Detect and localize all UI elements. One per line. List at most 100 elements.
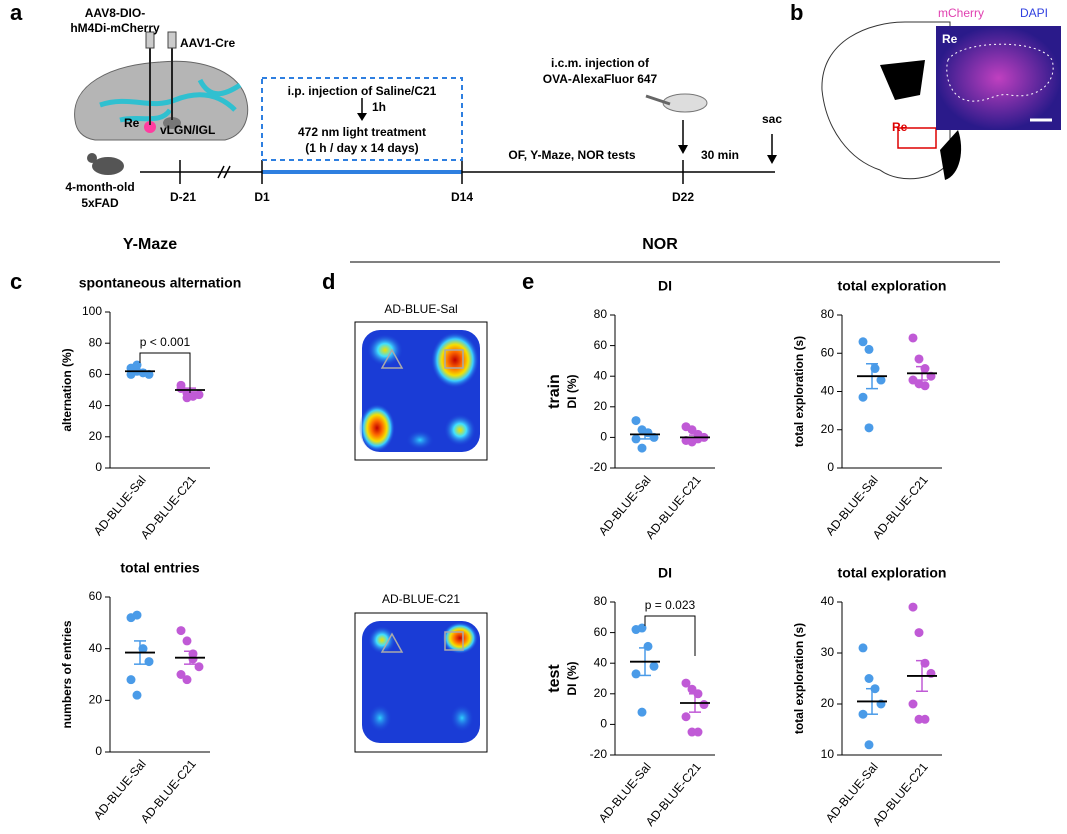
y-tick-label: 20 <box>594 686 608 700</box>
mouse <box>92 157 124 175</box>
y-tick-label: 80 <box>594 594 608 608</box>
schematic: AAV8-DIO- hM4Di-mCherry AAV1-Cre Re vLGN… <box>65 6 782 210</box>
data-point <box>132 610 142 620</box>
y-tick-label: 60 <box>821 345 835 359</box>
y-tick-label: -20 <box>590 460 608 474</box>
inset-label: Re <box>942 32 958 46</box>
label: AAV1-Cre <box>180 36 235 50</box>
y-axis-label: total exploration (s) <box>792 623 806 734</box>
label: 472 nm light treatment <box>298 125 426 139</box>
chart-title: spontaneous alternation <box>79 275 242 291</box>
significance-bracket <box>139 352 191 394</box>
data-point <box>858 392 868 402</box>
data-point <box>681 712 691 722</box>
y-tick-label: 0 <box>600 717 607 731</box>
y-tick-label: 0 <box>600 430 607 444</box>
y-tick-label: 20 <box>594 399 608 413</box>
heading: NOR <box>642 236 678 253</box>
data-point <box>908 333 918 343</box>
tract <box>99 78 242 123</box>
region <box>163 117 181 129</box>
micrograph <box>936 26 1061 130</box>
channel-label: DAPI <box>1020 6 1048 20</box>
x-tick-label: AD-BLUE-Sal <box>596 473 654 538</box>
y-tick-label: 20 <box>821 696 835 710</box>
y-tick-label: 60 <box>89 367 103 381</box>
y-tick-label: 40 <box>89 398 103 412</box>
data-point <box>920 381 930 391</box>
data-point <box>126 675 136 685</box>
syringe <box>167 31 177 49</box>
data-point <box>858 337 868 347</box>
heatmap-title: AD-BLUE-Sal <box>384 302 457 316</box>
atlas-label: Re <box>892 120 908 134</box>
y-tick-label: 40 <box>89 641 103 655</box>
y-tick-label: -20 <box>590 747 608 761</box>
data-point <box>864 674 874 683</box>
chart-title: total exploration <box>838 565 947 581</box>
y-axis-label: DI (%) <box>565 375 579 409</box>
data-point <box>176 626 186 636</box>
data-point <box>864 740 874 750</box>
atlas-section <box>821 21 951 180</box>
y-axis-label: DI (%) <box>565 662 579 696</box>
data-point <box>182 636 192 646</box>
treatment-box <box>261 77 463 161</box>
x-tick-label: AD-BLUE-Sal <box>91 757 149 822</box>
heatmaps: AD-BLUE-Sal AD-BLUE-C21 <box>354 302 488 753</box>
y-tick-label: 20 <box>821 422 835 436</box>
label: vLGN/IGL <box>160 123 215 137</box>
label: (1 h / day x 14 days) <box>305 141 418 155</box>
data-point <box>858 709 868 719</box>
data-point <box>908 699 918 709</box>
label: OF, Y-Maze, NOR tests <box>508 148 635 162</box>
chart-title: total exploration <box>838 278 947 294</box>
data-point <box>631 669 641 679</box>
data-point <box>631 434 641 444</box>
significance-bracket <box>644 615 696 657</box>
label: 30 min <box>701 148 739 162</box>
label: hM4Di-mCherry <box>70 21 160 35</box>
data-point <box>876 375 886 385</box>
data-point <box>631 416 641 426</box>
p-value: p < 0.001 <box>140 335 191 349</box>
panel-label: c <box>10 269 22 294</box>
data-point <box>132 360 142 370</box>
y-axis-label: total exploration (s) <box>792 336 806 447</box>
day-label: D1 <box>254 190 270 204</box>
y-tick-label: 60 <box>594 625 608 639</box>
data-point <box>914 354 924 364</box>
label: 1h <box>372 100 386 114</box>
data-point <box>864 423 874 433</box>
y-axis-label: numbers of entries <box>60 620 74 728</box>
day-label: D22 <box>672 190 694 204</box>
data-point <box>649 661 659 671</box>
label: i.p. injection of Saline/C21 <box>288 84 437 98</box>
data-point <box>681 678 691 688</box>
panel-label: a <box>10 0 23 25</box>
y-tick-label: 40 <box>594 368 608 382</box>
y-tick-label: 20 <box>89 429 103 443</box>
day-label: D14 <box>451 190 473 204</box>
data-point <box>176 670 186 679</box>
y-tick-label: 40 <box>821 384 835 398</box>
data-point <box>637 623 647 633</box>
data-point <box>920 714 930 724</box>
row-label: test <box>546 664 563 693</box>
y-tick-label: 0 <box>95 460 102 474</box>
data-point <box>908 602 918 612</box>
channel-label: mCherry <box>938 6 984 20</box>
y-tick-label: 100 <box>82 304 102 318</box>
label: OVA-AlexaFluor 647 <box>543 72 658 86</box>
p-value: p = 0.023 <box>645 598 696 612</box>
x-tick-label: AD-BLUE-Sal <box>823 473 881 538</box>
heading: Y-Maze <box>123 236 177 253</box>
chart-title: DI <box>658 278 672 294</box>
data-point <box>132 690 142 700</box>
x-tick-label: AD-BLUE-Sal <box>823 760 881 825</box>
panel-label: b <box>790 0 803 25</box>
heatmap-title: AD-BLUE-C21 <box>382 592 460 606</box>
label: sac <box>762 112 782 126</box>
label: AAV8-DIO- <box>85 6 145 20</box>
y-tick-label: 0 <box>827 460 834 474</box>
